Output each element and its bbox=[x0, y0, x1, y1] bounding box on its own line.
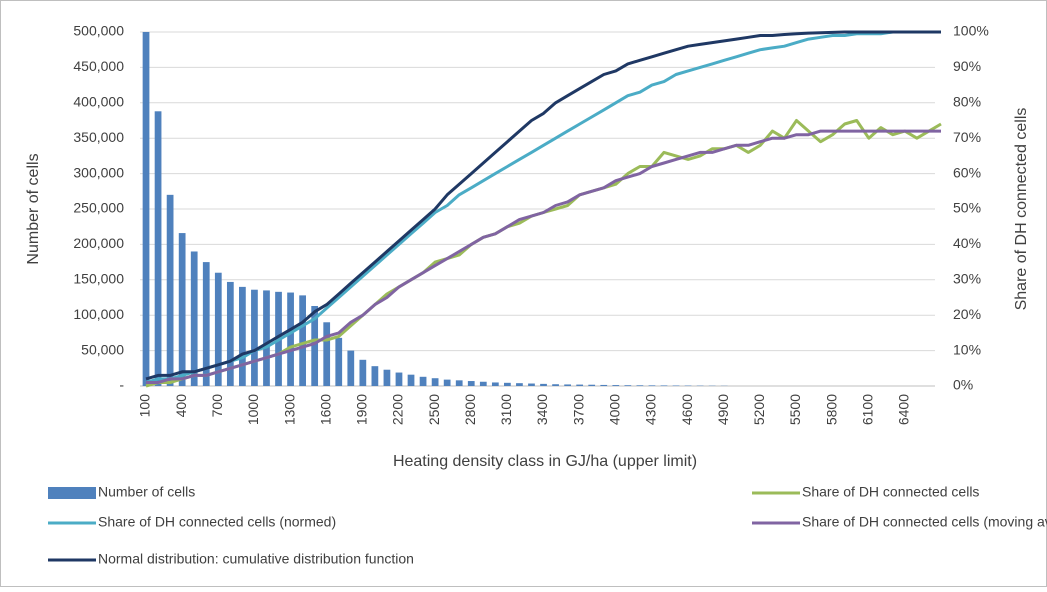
bar bbox=[179, 233, 186, 386]
bar bbox=[637, 385, 644, 386]
y2-tick-label: 80% bbox=[953, 94, 981, 110]
x-tick-label: 2800 bbox=[462, 394, 478, 425]
x-tick-label: 5500 bbox=[787, 394, 803, 425]
bar bbox=[492, 382, 499, 386]
bar bbox=[612, 385, 619, 386]
x-tick-label: 3400 bbox=[534, 394, 550, 425]
x-tick-label: 1000 bbox=[245, 394, 261, 425]
bar bbox=[528, 384, 535, 386]
y2-tick-label: 20% bbox=[953, 306, 981, 322]
bar bbox=[661, 385, 668, 386]
x-tick-label: 5800 bbox=[823, 394, 839, 425]
x-tick-label: 1600 bbox=[317, 394, 333, 425]
bar bbox=[335, 338, 342, 386]
bar bbox=[167, 195, 174, 386]
x-tick-label: 1900 bbox=[354, 394, 370, 425]
bar bbox=[468, 381, 475, 386]
x-tick-label: 6400 bbox=[896, 394, 912, 425]
x-tick-label: 2500 bbox=[426, 394, 442, 425]
bar bbox=[552, 384, 559, 386]
y-tick-label: 250,000 bbox=[73, 200, 124, 216]
y2-tick-label: 50% bbox=[953, 200, 981, 216]
legend-label: Share of DH connected cells (moving aver… bbox=[802, 514, 1047, 530]
y-tick-label: 500,000 bbox=[73, 23, 124, 39]
bar bbox=[143, 32, 150, 386]
x-tick-label: 2200 bbox=[390, 394, 406, 425]
bar bbox=[649, 385, 656, 386]
bar bbox=[396, 373, 403, 386]
bar bbox=[191, 251, 198, 386]
bar bbox=[564, 384, 571, 386]
x-tick-label: 100 bbox=[137, 394, 153, 418]
x-tick-label: 4600 bbox=[679, 394, 695, 425]
x-tick-label: 400 bbox=[173, 394, 189, 418]
bar bbox=[384, 370, 391, 386]
y-axis-title: Number of cells bbox=[25, 153, 42, 264]
x-tick-label: 4000 bbox=[606, 394, 622, 425]
y-tick-label: 300,000 bbox=[73, 164, 124, 180]
bar bbox=[359, 360, 366, 386]
bar bbox=[624, 385, 631, 386]
bar bbox=[504, 383, 511, 386]
legend-label: Normal distribution: cumulative distribu… bbox=[98, 551, 414, 567]
bar bbox=[347, 351, 354, 386]
bar bbox=[299, 295, 306, 386]
legend-marker bbox=[48, 487, 96, 499]
y2-tick-label: 10% bbox=[953, 341, 981, 357]
x-tick-label: 5200 bbox=[751, 394, 767, 425]
x-tick-label: 700 bbox=[209, 394, 225, 418]
y2-tick-label: 30% bbox=[953, 271, 981, 287]
bar bbox=[480, 382, 487, 386]
x-axis-title: Heating density class in GJ/ha (upper li… bbox=[393, 453, 697, 470]
bar bbox=[588, 385, 595, 386]
bar bbox=[239, 287, 246, 386]
bar bbox=[372, 366, 379, 386]
x-tick-label: 4300 bbox=[643, 394, 659, 425]
y2-tick-label: 0% bbox=[953, 377, 973, 393]
y-tick-label: - bbox=[119, 377, 124, 393]
y-tick-label: 50,000 bbox=[81, 341, 124, 357]
x-tick-label: 3700 bbox=[570, 394, 586, 425]
x-tick-label: 3100 bbox=[498, 394, 514, 425]
legend-label: Share of DH connected cells (normed) bbox=[98, 514, 336, 530]
y-tick-label: 350,000 bbox=[73, 129, 124, 145]
bar bbox=[287, 293, 294, 386]
y2-tick-label: 60% bbox=[953, 164, 981, 180]
y-tick-label: 450,000 bbox=[73, 58, 124, 74]
bar bbox=[432, 378, 439, 386]
y-tick-label: 200,000 bbox=[73, 235, 124, 251]
x-tick-label: 1300 bbox=[281, 394, 297, 425]
bar bbox=[155, 111, 162, 386]
y-tick-label: 150,000 bbox=[73, 271, 124, 287]
y2-tick-label: 90% bbox=[953, 58, 981, 74]
bar bbox=[456, 380, 463, 386]
y2-axis-title: Share of DH connected cells bbox=[1013, 108, 1030, 311]
bar bbox=[540, 384, 547, 386]
y2-tick-label: 100% bbox=[953, 23, 989, 39]
bar bbox=[516, 383, 523, 386]
bar bbox=[323, 322, 330, 386]
bar bbox=[444, 380, 451, 386]
bar bbox=[576, 385, 583, 386]
bar bbox=[263, 290, 270, 386]
legend-label: Number of cells bbox=[98, 484, 195, 500]
x-tick-label: 4900 bbox=[715, 394, 731, 425]
x-tick-label: 6100 bbox=[859, 394, 875, 425]
legend-label: Share of DH connected cells bbox=[802, 484, 979, 500]
y-tick-label: 100,000 bbox=[73, 306, 124, 322]
bar bbox=[420, 377, 427, 386]
y-tick-label: 400,000 bbox=[73, 94, 124, 110]
bar bbox=[408, 375, 415, 386]
bar bbox=[215, 273, 222, 386]
y2-tick-label: 70% bbox=[953, 129, 981, 145]
y2-tick-label: 40% bbox=[953, 235, 981, 251]
bar bbox=[251, 290, 258, 386]
bar bbox=[600, 385, 607, 386]
